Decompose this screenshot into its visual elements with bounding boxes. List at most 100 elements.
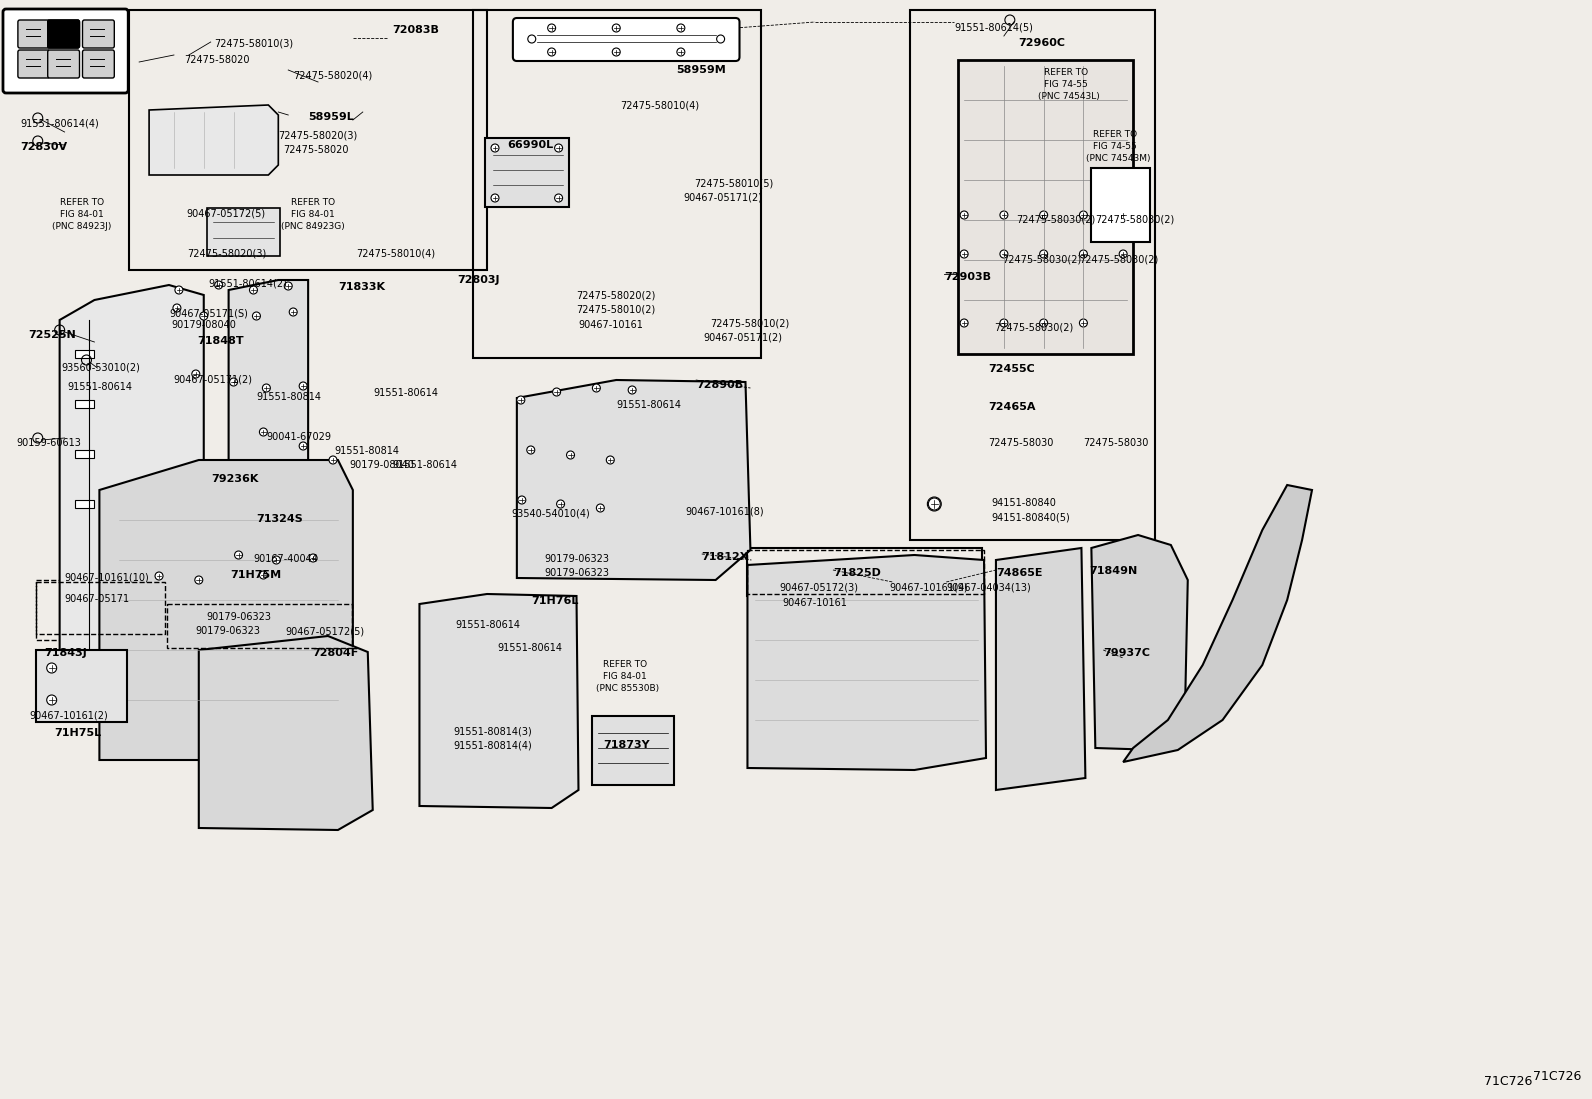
Circle shape xyxy=(960,249,968,258)
Circle shape xyxy=(554,195,562,202)
Circle shape xyxy=(613,48,621,56)
Circle shape xyxy=(629,386,637,395)
Text: 91551-80814(3): 91551-80814(3) xyxy=(454,726,532,736)
Text: 94151-80840(5): 94151-80840(5) xyxy=(990,512,1070,522)
Bar xyxy=(748,550,984,593)
Text: 74865E: 74865E xyxy=(997,568,1043,578)
Circle shape xyxy=(299,442,307,449)
Text: 90467-05171(2): 90467-05171(2) xyxy=(685,192,763,202)
Text: 71H75L: 71H75L xyxy=(54,728,102,739)
Text: 72475-58010(4): 72475-58010(4) xyxy=(357,248,435,258)
Circle shape xyxy=(490,195,498,202)
Text: 72475-58010(2): 72475-58010(2) xyxy=(710,318,790,328)
Text: 72475-58020(3): 72475-58020(3) xyxy=(186,248,266,258)
FancyBboxPatch shape xyxy=(958,60,1134,354)
Circle shape xyxy=(46,663,57,673)
Text: 71848T: 71848T xyxy=(197,336,244,346)
Circle shape xyxy=(548,24,556,32)
Polygon shape xyxy=(99,460,353,761)
Text: 90467-05172(5): 90467-05172(5) xyxy=(285,626,365,636)
Text: 71H76L: 71H76L xyxy=(530,596,578,606)
Polygon shape xyxy=(59,285,204,720)
FancyBboxPatch shape xyxy=(1092,168,1149,242)
Circle shape xyxy=(527,446,535,454)
Text: 90467-05171(2): 90467-05171(2) xyxy=(174,374,252,384)
Text: 90467-10161(9): 90467-10161(9) xyxy=(890,582,968,592)
Text: 72475-58010(4): 72475-58010(4) xyxy=(621,100,699,110)
Text: 90179-06323: 90179-06323 xyxy=(544,568,610,578)
FancyBboxPatch shape xyxy=(48,49,80,78)
Text: 93560-53010(2): 93560-53010(2) xyxy=(62,362,140,371)
Text: 72475-58030(2): 72475-58030(2) xyxy=(1079,255,1159,265)
Circle shape xyxy=(613,24,621,32)
Text: (PNC 85530B): (PNC 85530B) xyxy=(597,684,659,693)
Text: 91551-80614: 91551-80614 xyxy=(616,400,681,410)
Circle shape xyxy=(1119,211,1127,219)
Text: 72803J: 72803J xyxy=(457,275,500,285)
Text: 90467-10161(2): 90467-10161(2) xyxy=(30,710,108,720)
Text: 72475-58010(3): 72475-58010(3) xyxy=(213,38,293,48)
Bar xyxy=(911,10,1154,540)
FancyBboxPatch shape xyxy=(592,717,673,785)
FancyBboxPatch shape xyxy=(513,18,740,62)
Circle shape xyxy=(548,48,556,56)
Text: 91551-80614: 91551-80614 xyxy=(67,382,132,392)
Text: REFER TO: REFER TO xyxy=(1044,68,1087,77)
Circle shape xyxy=(154,571,162,580)
Circle shape xyxy=(490,144,498,152)
Circle shape xyxy=(1000,319,1008,328)
Circle shape xyxy=(259,428,267,436)
Text: 72475-58020: 72475-58020 xyxy=(185,55,250,65)
Text: 90467-05172(3): 90467-05172(3) xyxy=(778,582,858,592)
Text: 90467-05172(5): 90467-05172(5) xyxy=(186,208,266,218)
Text: 72960C: 72960C xyxy=(1017,38,1065,48)
Text: 72475-58020: 72475-58020 xyxy=(283,145,349,155)
Circle shape xyxy=(1119,249,1127,258)
Circle shape xyxy=(1079,319,1087,328)
Circle shape xyxy=(330,456,338,464)
FancyBboxPatch shape xyxy=(35,650,127,722)
Circle shape xyxy=(1079,249,1087,258)
Bar xyxy=(75,400,94,408)
Circle shape xyxy=(517,396,525,404)
Text: FIG 74-55: FIG 74-55 xyxy=(1044,80,1087,89)
Text: 71833K: 71833K xyxy=(338,282,385,292)
Text: 90467-05171(2): 90467-05171(2) xyxy=(704,333,783,343)
Text: 72083B: 72083B xyxy=(393,25,439,35)
Text: 91551-80614: 91551-80614 xyxy=(374,388,439,398)
FancyBboxPatch shape xyxy=(18,20,49,48)
FancyBboxPatch shape xyxy=(48,20,80,48)
FancyBboxPatch shape xyxy=(83,20,115,48)
Text: 72475-58010(2): 72475-58010(2) xyxy=(576,306,656,315)
Circle shape xyxy=(960,319,968,328)
Text: 72475-58030(2): 72475-58030(2) xyxy=(1095,215,1175,225)
Circle shape xyxy=(607,456,615,464)
Text: 90179-08040: 90179-08040 xyxy=(350,460,416,470)
Text: FIG 84-01: FIG 84-01 xyxy=(291,210,334,219)
Circle shape xyxy=(229,378,237,386)
Circle shape xyxy=(194,576,202,584)
Text: (PNC 84923G): (PNC 84923G) xyxy=(282,222,345,231)
Text: 72475-58030(2): 72475-58030(2) xyxy=(993,322,1073,332)
Circle shape xyxy=(46,695,57,704)
Circle shape xyxy=(928,498,941,510)
Text: 91551-80614(5): 91551-80614(5) xyxy=(954,22,1033,32)
Text: 79236K: 79236K xyxy=(212,474,259,484)
Text: 72903B: 72903B xyxy=(944,271,992,282)
Circle shape xyxy=(263,384,271,392)
Circle shape xyxy=(1040,249,1048,258)
Circle shape xyxy=(677,48,685,56)
Text: 93540-54010(4): 93540-54010(4) xyxy=(511,508,589,518)
Text: 72475-58020(4): 72475-58020(4) xyxy=(293,70,373,80)
Circle shape xyxy=(592,384,600,392)
Polygon shape xyxy=(1124,485,1312,762)
Circle shape xyxy=(554,144,562,152)
Text: 90467-10161(8): 90467-10161(8) xyxy=(686,506,764,517)
Text: 79937C: 79937C xyxy=(1103,648,1151,658)
Text: 71C726: 71C726 xyxy=(1533,1070,1581,1083)
Text: 90467-05171(S): 90467-05171(S) xyxy=(169,308,248,318)
Text: 71849N: 71849N xyxy=(1089,566,1138,576)
Text: 94151-80840: 94151-80840 xyxy=(990,498,1055,508)
Text: 72455C: 72455C xyxy=(989,364,1035,374)
Text: 72475-58030(2): 72475-58030(2) xyxy=(1016,215,1095,225)
